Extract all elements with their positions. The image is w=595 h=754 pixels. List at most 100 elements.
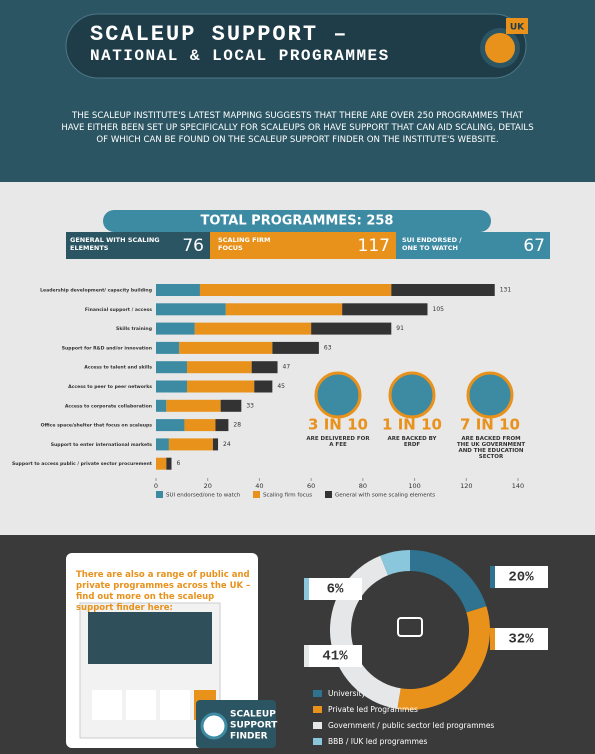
finder-logo: SUPPORT [230,721,278,731]
x-tick-label: 120 [460,482,472,490]
bar-segment [156,284,200,296]
bar-segment [179,341,273,354]
bar-segment [166,399,221,412]
box-label: SCALING FIRM FOCUS [218,236,271,252]
box [210,232,396,259]
finder-logo: SCALEUP [230,710,276,720]
value-label: 41% [322,649,348,665]
x-tick-label: 0 [154,482,158,490]
badge-flag [506,18,528,34]
category-label: Access to talent and skills [84,365,152,371]
legend-label: BBB / IUK led programmes [328,737,428,746]
donut-center [370,590,450,670]
stat-icon [466,371,514,419]
donut-segment [397,606,490,710]
stat-icon [388,371,436,419]
title-2: NATIONAL & LOCAL PROGRAMMES [90,47,390,65]
donut-segment [380,550,410,576]
legend-label: Private led Programmes [328,705,418,714]
bar-segment [225,303,343,316]
legend-label: Scaling firm focus [263,493,312,499]
category-label: Leadership development/ capacity buildin… [40,288,152,294]
total-label: 63 [324,344,332,351]
bar-segment [212,438,219,451]
legend-swatch [313,706,322,713]
donut-icon [397,617,423,637]
bar-segment [194,322,312,335]
total-title: TOTAL PROGRAMMES: 258 [201,214,394,229]
stat-figure: 3 IN 10 [308,416,368,434]
value-label-box [304,645,362,667]
value-label-accent [304,645,309,667]
x-tick-label: 140 [512,482,524,490]
bar-segment [254,380,273,393]
bar-segment [156,419,185,432]
total-pill [103,210,491,232]
value-label-accent [304,578,309,600]
stat-icon [314,371,362,419]
total-label: 91 [396,325,404,332]
legend-swatch [156,491,163,498]
category-label: Support to access public / private secto… [12,461,153,467]
bar-segment [166,457,172,470]
value-label-accent [490,566,495,588]
box [66,232,210,259]
total-label: 6 [177,460,181,467]
total-label: 47 [283,364,291,371]
total-label: 131 [500,287,512,294]
x-tick-label: 80 [359,482,367,490]
category-label: Support to enter international markets [51,442,153,448]
screenshot-hero [88,612,212,664]
stat-figure: 7 IN 10 [460,416,520,434]
bar-segment [156,322,195,335]
category-label: Support for R&D and/or innovation [62,345,152,351]
value-label: 20% [508,570,534,586]
globe-inner [485,33,515,63]
finder-logo-icon [200,712,228,740]
stat-icons [314,371,514,419]
category-label: Access to peer to peer networks [68,384,152,390]
finder-text: There are also a range of public and pri… [76,570,251,613]
bar-segment [156,438,169,451]
box-label: GENERAL WITH SCALING ELEMENTS [70,236,160,252]
badge: UK [510,23,525,33]
legend-label: SUI endorsed/one to watch [166,493,241,499]
bar-segment [187,380,255,393]
bar-segment [272,341,319,354]
x-tick-label: 60 [307,482,315,490]
stat-figure: 1 IN 10 [382,416,442,434]
bar-segment [156,341,180,354]
value-label-box [490,566,548,588]
legend-swatch [325,491,332,498]
box [396,232,550,259]
category-label: Skills training [116,326,152,332]
screenshot-tile [126,690,156,720]
x-tick-label: 40 [255,482,263,490]
bar-segment [168,438,213,451]
value-label: 6% [327,582,344,598]
legend-swatch [313,738,322,745]
bar-segment [391,284,495,296]
bar-segment [156,361,188,374]
value-label-box [490,628,548,650]
box-value: 117 [358,236,390,256]
bar-segment [251,361,278,374]
bar-segment [220,399,242,412]
x-tick-label: 100 [408,482,420,490]
donut-segment [410,550,487,613]
bar-segment [184,419,216,432]
total-label: 45 [277,383,285,390]
stat-text: ARE BACKED FROM THE UK GOVERNMENT AND TH… [456,436,526,460]
value-label-accent [490,628,495,650]
value-label-box [304,578,362,600]
bar-segment [156,303,226,316]
bar-segment [342,303,428,316]
bar-segment [311,322,392,335]
bar-segment [156,399,167,412]
category-label: Office space/shelter that focus on scale… [41,423,153,429]
finder-logo: FINDER [230,732,268,742]
box-value: 76 [182,236,204,256]
screenshot-tile [92,690,122,720]
